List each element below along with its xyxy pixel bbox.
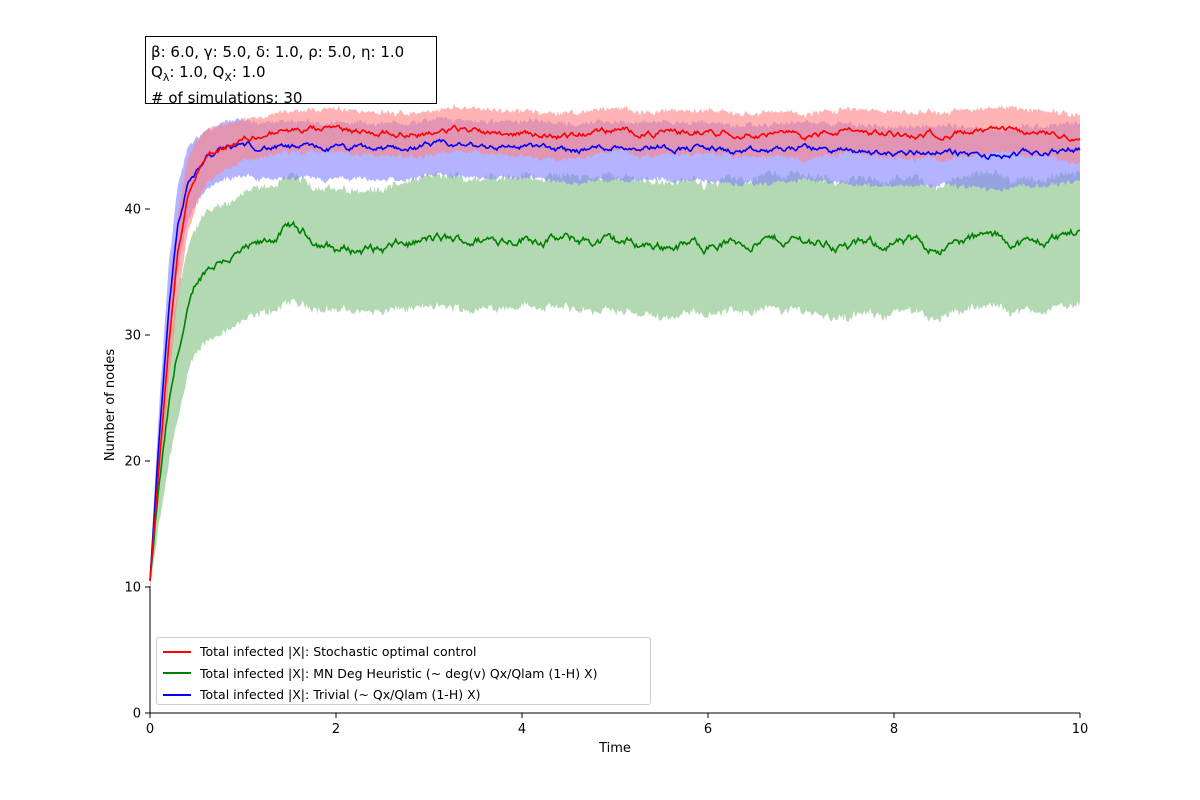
x-tick-label: 6 [704,722,712,737]
beta-param: β: 6.0, [151,43,204,61]
y-tick-label: 20 [124,455,141,470]
band-optimal-control [150,103,1080,590]
lambda-subscript: λ [162,71,170,84]
x-tick-label: 0 [146,722,154,737]
legend-swatch-red [163,650,191,653]
legend-entry-optimal-control: Total infected |X|: Stochastic optimal c… [163,641,650,663]
line-optimal-control [149,124,1081,581]
legend-label: Total infected |X|: Trivial (~ Qx/Qlam (… [200,687,481,703]
x-tick-label: 2 [332,722,340,737]
q-lambda-prefix: Q [151,63,163,81]
parameter-line-weights: Qλ: 1.0, QX: 1.0 [151,62,436,88]
simulations-count: # of simulations: 30 [151,89,303,107]
legend-entry-mn-deg-heuristic: Total infected |X|: MN Deg Heuristic (~ … [163,663,650,685]
legend: Total infected |X|: Stochastic optimal c… [156,637,651,705]
legend-entry-trivial: Total infected |X|: Trivial (~ Qx/Qlam (… [163,684,650,706]
x-axis-label: Time [598,741,631,756]
y-tick-label: 30 [124,329,141,344]
x-subscript: X [224,71,232,84]
x-tick-label: 8 [890,722,898,737]
delta-param: δ: 1.0, [255,43,309,61]
parameter-annotation-box: β: 6.0, γ: 5.0, δ: 1.0, ρ: 5.0, η: 1.0 Q… [145,36,437,107]
band-trivial [150,116,1080,589]
series-lines [149,124,1081,581]
eta-param: η: 1.0 [361,43,405,61]
line-trivial [149,138,1081,581]
confidence-bands [150,103,1080,591]
y-tick-label: 40 [124,203,141,218]
y-ticks: 0 10 20 30 40 [124,203,150,722]
y-axis-label: Number of nodes [103,349,118,461]
legend-label: Total infected |X|: MN Deg Heuristic (~ … [200,665,598,681]
parameter-line-simulations: # of simulations: 30 [151,88,436,108]
y-tick-label: 10 [124,581,141,596]
gamma-param: γ: 5.0, [203,43,256,61]
rho-param: ρ: 5.0, [308,43,362,61]
y-tick-label: 0 [133,707,141,722]
band-mn-deg-heuristic [150,169,1080,591]
legend-swatch-green [163,672,191,675]
legend-swatch-blue [163,693,191,696]
legend-label: Total infected |X|: Stochastic optimal c… [200,644,477,660]
parameter-line-rates: β: 6.0, γ: 5.0, δ: 1.0, ρ: 5.0, η: 1.0 [151,42,436,62]
x-tick-label: 4 [518,722,526,737]
x-tick-label: 10 [1072,722,1089,737]
line-mn-deg-heuristic [149,220,1081,581]
x-ticks: 0 2 4 6 8 10 [146,713,1088,737]
q-x-value: : 1.0 [231,63,266,81]
q-lambda-value: : 1.0, Q [169,63,225,81]
